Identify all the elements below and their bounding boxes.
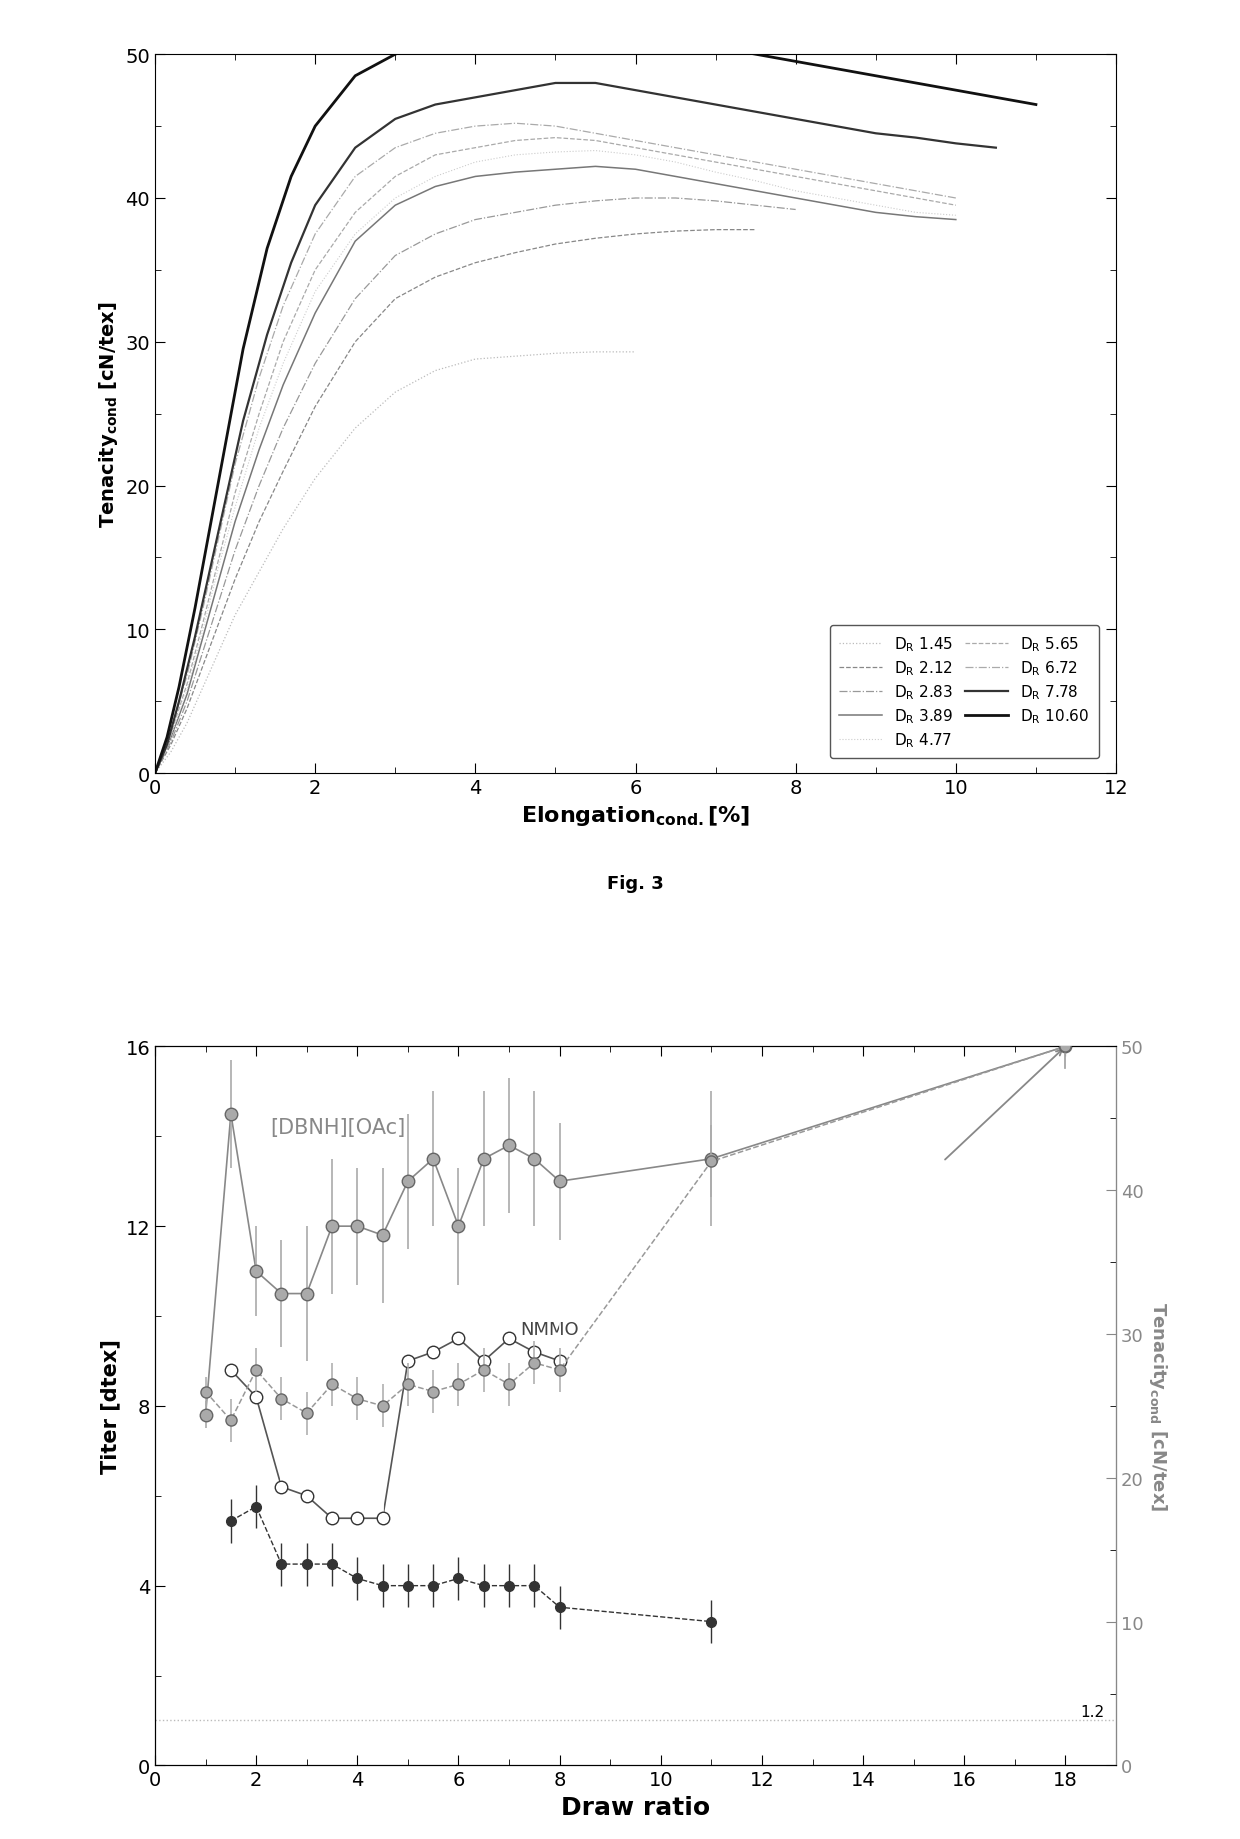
X-axis label: Elongation$_{\mathregular{cond.}}$[%]: Elongation$_{\mathregular{cond.}}$[%] bbox=[521, 804, 750, 828]
Text: Fig. 3: Fig. 3 bbox=[608, 875, 663, 892]
Y-axis label: Titer [dtex]: Titer [dtex] bbox=[100, 1339, 120, 1473]
X-axis label: Draw ratio: Draw ratio bbox=[560, 1795, 711, 1819]
Text: NMMO: NMMO bbox=[521, 1320, 579, 1339]
Y-axis label: Tenacity$_{\mathregular{cond}}$ [cN/tex]: Tenacity$_{\mathregular{cond}}$ [cN/tex] bbox=[1147, 1302, 1168, 1510]
Text: 1.2: 1.2 bbox=[1080, 1705, 1105, 1719]
Legend: D$_\mathregular{R}$ 1.45, D$_\mathregular{R}$ 2.12, D$_\mathregular{R}$ 2.83, D$: D$_\mathregular{R}$ 1.45, D$_\mathregula… bbox=[830, 625, 1099, 760]
Y-axis label: Tenacity$_{\mathregular{cond}}$ [cN/tex]: Tenacity$_{\mathregular{cond}}$ [cN/tex] bbox=[97, 302, 120, 528]
Text: [DBNH][OAc]: [DBNH][OAc] bbox=[270, 1116, 405, 1137]
